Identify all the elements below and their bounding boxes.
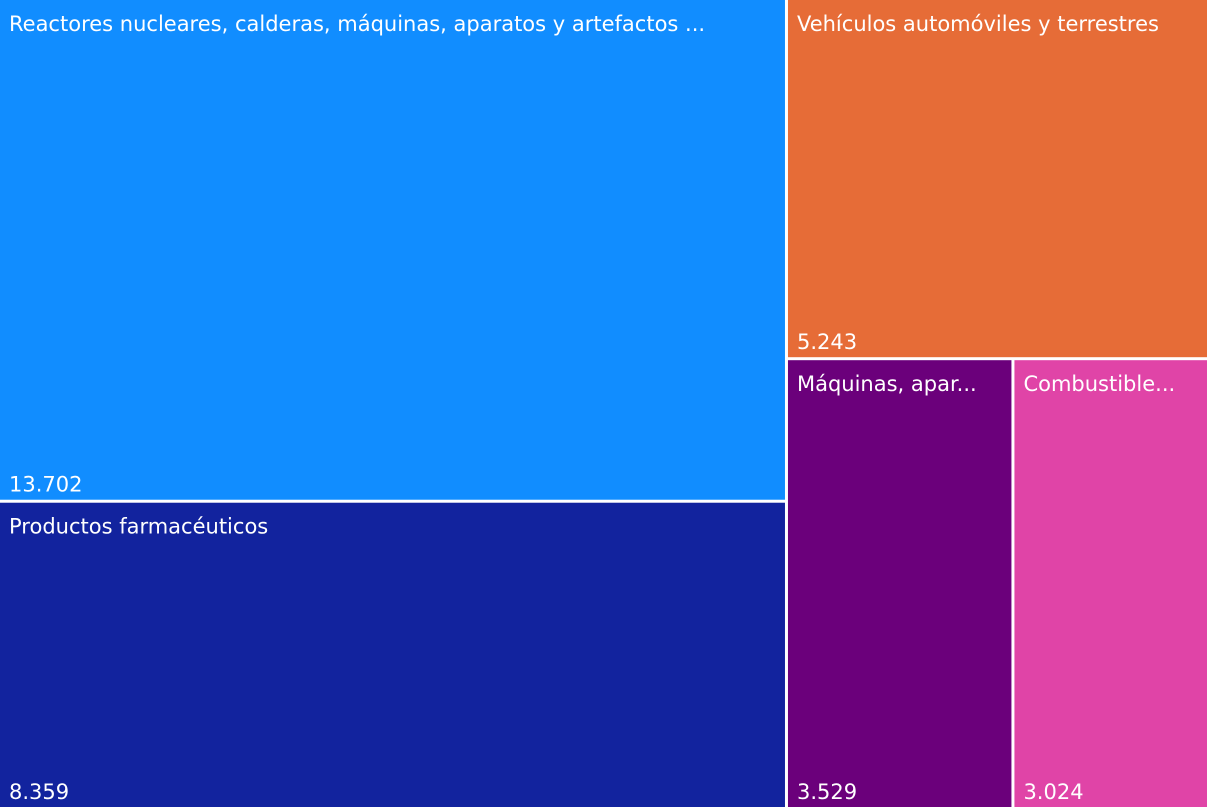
tile-label: Combustible... — [1023, 372, 1175, 396]
tile-label: Máquinas, apar... — [797, 372, 977, 396]
tile — [787, 0, 1207, 358]
tile — [0, 0, 785, 500]
tile-value: 5.243 — [797, 330, 857, 354]
tile-value: 13.702 — [9, 473, 82, 497]
tile-value: 3.529 — [797, 780, 857, 804]
tile — [0, 502, 785, 807]
tile-label: Productos farmacéuticos — [9, 515, 268, 539]
tile-label: Vehículos automóviles y terrestres — [797, 12, 1159, 36]
tile — [1014, 360, 1207, 807]
tile-value: 3.024 — [1023, 780, 1083, 804]
tile — [787, 360, 1012, 807]
tile-label: Reactores nucleares, calderas, máquinas,… — [9, 12, 705, 36]
tile-value: 8.359 — [9, 780, 69, 804]
